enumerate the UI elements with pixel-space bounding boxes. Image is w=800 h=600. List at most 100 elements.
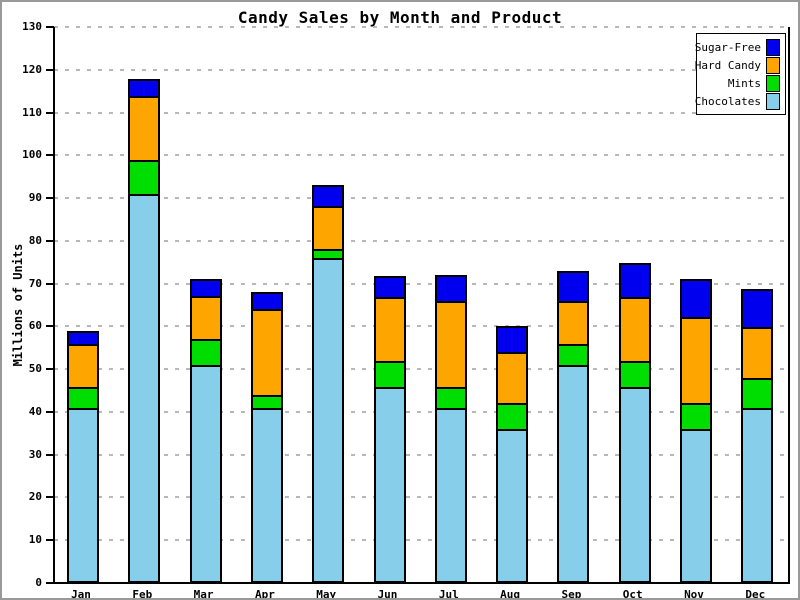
bar-segment-chocolates <box>130 196 159 581</box>
legend-item-chocolates: Chocolates <box>695 92 780 110</box>
bar-segment-mints <box>130 162 159 196</box>
legend-item-hard-candy: Hard Candy <box>695 56 780 74</box>
bar-segment-hard-candy <box>252 311 281 397</box>
bar-segment-mints <box>682 405 710 431</box>
bar-segment-hard-candy <box>620 299 649 363</box>
y-tick-30 <box>46 453 54 456</box>
bar-segment-sugar-free <box>436 277 465 303</box>
y-tick-10 <box>46 539 54 542</box>
y-tick-label-90: 90 <box>28 191 42 205</box>
x-tick-label-aug: Aug <box>500 588 521 600</box>
bar-segment-hard-candy <box>375 299 404 363</box>
x-tick-label-feb: Feb <box>132 588 153 600</box>
x-tick-label-jul: Jul <box>438 588 459 600</box>
legend-item-sugar-free: Sugar-Free <box>695 38 780 56</box>
legend-swatch-hard-candy <box>766 56 780 74</box>
legend-swatch-mints <box>766 74 780 92</box>
bar-segment-sugar-free <box>191 281 220 298</box>
bar-segment-chocolates <box>498 431 527 581</box>
bar-segment-mints <box>375 363 404 389</box>
bar-segment-hard-candy <box>559 303 588 346</box>
plot-area <box>54 26 789 583</box>
y-tick-label-110: 110 <box>22 105 42 119</box>
x-tick-label-apr: Apr <box>254 588 275 600</box>
y-tick-label-70: 70 <box>28 276 42 290</box>
bar-segment-mints <box>252 397 281 410</box>
bar-segment-hard-candy <box>498 354 527 405</box>
legend-label-chocolates: Chocolates <box>694 94 761 108</box>
gridline-70 <box>54 282 789 285</box>
y-tick-120 <box>46 68 54 71</box>
bar-dec <box>741 289 774 583</box>
bar-feb <box>128 79 161 583</box>
gridline-20 <box>54 496 789 499</box>
gridline-120 <box>54 68 789 71</box>
gridline-30 <box>54 453 789 456</box>
y-axis-line <box>53 27 55 584</box>
x-tick-label-mar: Mar <box>193 588 214 600</box>
bar-segment-hard-candy <box>682 319 710 405</box>
legend-label-mints: Mints <box>727 76 761 90</box>
y-tick-label-120: 120 <box>22 62 42 76</box>
bar-segment-mints <box>559 346 588 367</box>
gridline-130 <box>54 26 789 28</box>
bar-segment-mints <box>314 251 343 260</box>
y-tick-label-0: 0 <box>35 576 42 589</box>
y-tick-label-80: 80 <box>28 233 42 247</box>
bar-apr <box>250 292 283 583</box>
bar-segment-mints <box>191 341 220 367</box>
bar-segment-chocolates <box>314 260 343 581</box>
bar-jan <box>67 331 99 583</box>
legend-swatch-chocolates <box>766 92 780 110</box>
bar-segment-sugar-free <box>498 328 527 354</box>
y-tick-50 <box>46 368 54 371</box>
bar-segment-mints <box>436 389 465 410</box>
y-tick-label-10: 10 <box>28 533 42 547</box>
gridline-80 <box>54 239 789 242</box>
y-axis-label: Millions of Units <box>11 243 25 367</box>
y-tick-130 <box>46 26 54 28</box>
bar-segment-hard-candy <box>743 329 772 380</box>
bar-segment-sugar-free <box>314 187 343 208</box>
bar-jun <box>373 276 406 583</box>
bar-segment-sugar-free <box>130 81 159 98</box>
bar-segment-chocolates <box>682 431 710 581</box>
bar-segment-chocolates <box>743 410 772 581</box>
bar-segment-sugar-free <box>375 278 404 299</box>
y-tick-label-20: 20 <box>28 490 42 504</box>
bar-segment-chocolates <box>252 410 281 581</box>
legend-item-mints: Mints <box>700 74 780 92</box>
y-tick-label-50: 50 <box>28 362 42 376</box>
gridline-100 <box>54 154 789 157</box>
bar-oct <box>618 263 651 583</box>
bar-segment-mints <box>498 405 527 431</box>
bar-segment-sugar-free <box>69 333 97 346</box>
x-tick-label-jun: Jun <box>377 588 398 600</box>
bar-segment-hard-candy <box>130 98 159 162</box>
legend-label-hard-candy: Hard Candy <box>694 58 761 72</box>
x-tick-label-sep: Sep <box>561 588 582 600</box>
bar-segment-chocolates <box>69 410 97 581</box>
bar-segment-sugar-free <box>559 273 588 303</box>
y-tick-100 <box>46 154 54 157</box>
bar-jul <box>434 275 467 583</box>
bar-nov <box>680 279 712 583</box>
bar-sep <box>557 271 590 583</box>
gridline-40 <box>54 410 789 413</box>
bar-segment-hard-candy <box>191 298 220 341</box>
y-tick-40 <box>46 410 54 413</box>
y-tick-label-60: 60 <box>28 319 42 333</box>
bar-segment-chocolates <box>375 389 404 581</box>
y-tick-80 <box>46 239 54 242</box>
bar-aug <box>496 326 529 583</box>
bar-segment-sugar-free <box>620 265 649 299</box>
y-tick-0 <box>46 582 54 584</box>
gridline-50 <box>54 368 789 371</box>
gridline-60 <box>54 325 789 328</box>
chart-title: Candy Sales by Month and Product <box>237 8 563 27</box>
legend-label-sugar-free: Sugar-Free <box>694 40 761 54</box>
y-tick-90 <box>46 197 54 200</box>
bar-segment-mints <box>69 389 97 410</box>
y-tick-20 <box>46 496 54 499</box>
